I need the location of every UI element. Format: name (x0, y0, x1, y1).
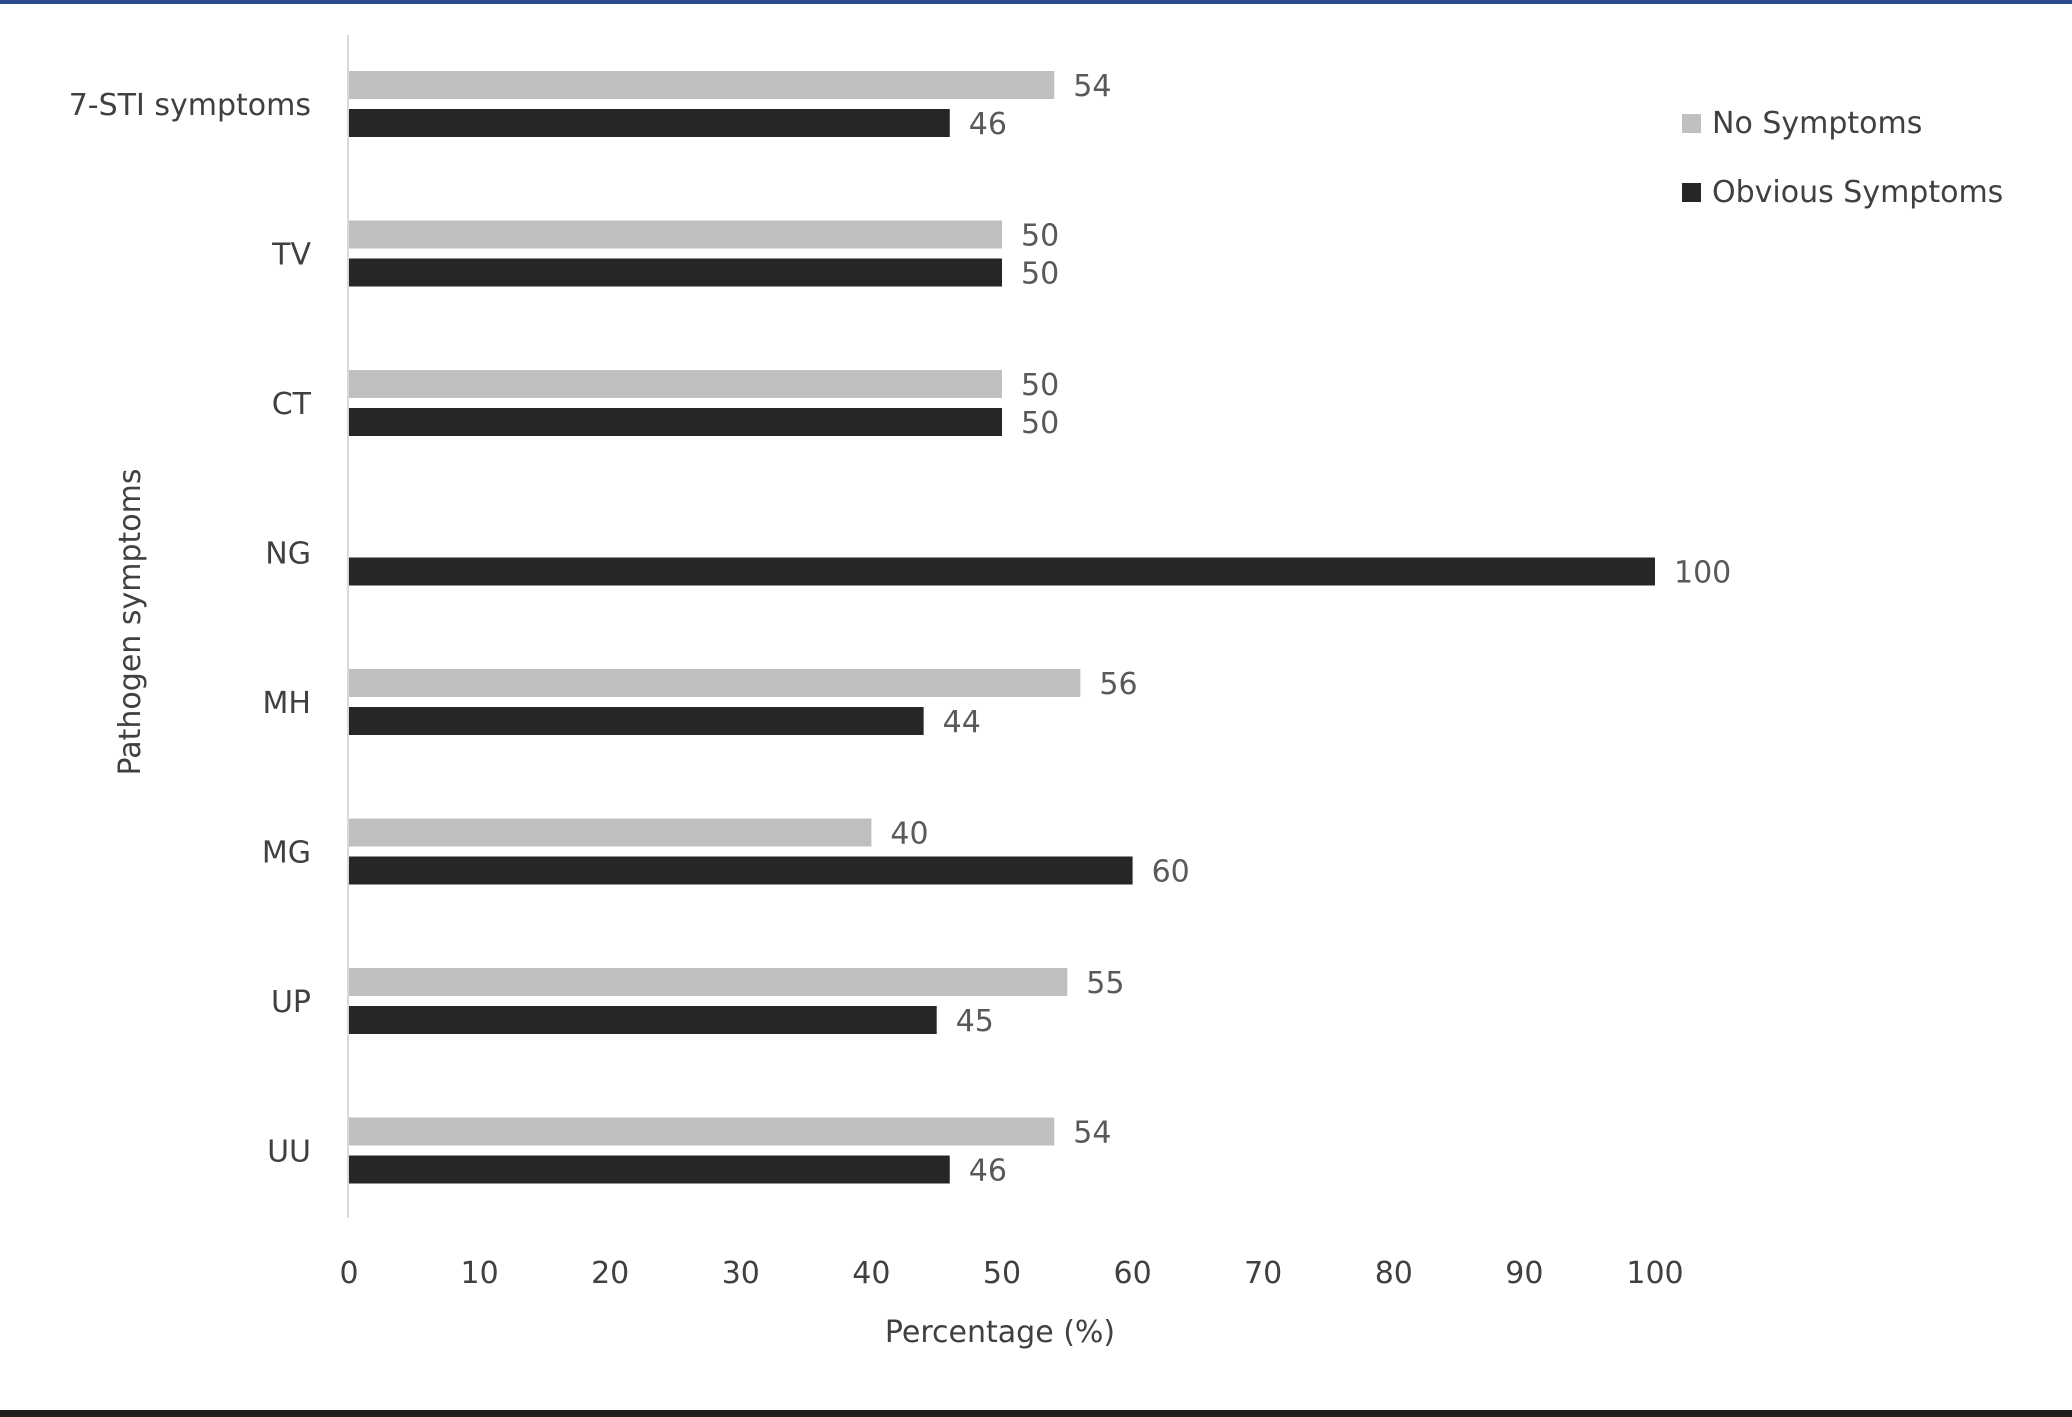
x-tick-label: 10 (461, 1256, 499, 1291)
bar (349, 1006, 937, 1034)
bar (349, 1117, 1055, 1146)
bar-value-label: 46 (969, 107, 1007, 142)
bar (349, 1155, 950, 1184)
legend-label: Obvious Symptoms (1712, 175, 2003, 210)
bar (349, 370, 1002, 398)
y-axis-title: Pathogen symptoms (113, 469, 148, 776)
bar (349, 220, 1002, 249)
bar-value-label: 60 (1152, 855, 1190, 890)
legend-swatch (1682, 183, 1701, 202)
bottom-border (0, 1410, 2072, 1417)
bar-value-label: 100 (1674, 556, 1731, 591)
legend-label: No Symptoms (1712, 106, 1922, 141)
bar (349, 258, 1002, 287)
x-tick-label: 80 (1375, 1256, 1413, 1291)
category-label: UU (267, 1135, 311, 1170)
bar-value-label: 54 (1073, 1116, 1111, 1151)
bar-value-label: 45 (956, 1004, 994, 1039)
bar-value-label: 44 (943, 705, 981, 740)
x-tick-label: 70 (1244, 1256, 1282, 1291)
bar-value-label: 56 (1099, 667, 1137, 702)
bar-value-label: 40 (890, 817, 928, 852)
category-label: TV (271, 238, 311, 273)
category-labels-group: 7-STI symptoms TV CT NG MH MG UP UU (69, 88, 312, 1170)
bar (349, 669, 1081, 697)
bar-value-label: 50 (1021, 257, 1059, 292)
legend-swatch (1682, 114, 1701, 133)
x-tick-label: 20 (591, 1256, 629, 1291)
x-tick-label: 90 (1505, 1256, 1543, 1291)
bar-value-label: 46 (969, 1154, 1007, 1189)
bars-group (349, 71, 1655, 1184)
bar (349, 557, 1655, 586)
bar-value-label: 50 (1021, 368, 1059, 403)
x-tick-label: 0 (339, 1256, 358, 1291)
category-label: NG (265, 537, 311, 572)
bar (349, 968, 1068, 996)
x-tick-label: 30 (722, 1256, 760, 1291)
category-label: MH (263, 686, 311, 721)
x-tick-label: 40 (852, 1256, 890, 1291)
bar (349, 71, 1055, 99)
top-border (0, 0, 2072, 4)
x-tick-labels-group: 0 10 20 30 40 50 60 70 80 90 100 (339, 1256, 1683, 1291)
x-axis-title: Percentage (%) (885, 1315, 1115, 1350)
bar-value-label: 50 (1021, 219, 1059, 254)
bar (349, 109, 950, 137)
bar-value-label: 54 (1073, 69, 1111, 104)
bar (349, 408, 1002, 436)
legend: No Symptoms Obvious Symptoms (1682, 106, 2003, 210)
x-tick-label: 100 (1626, 1256, 1683, 1291)
bar (349, 707, 924, 735)
category-label: 7-STI symptoms (69, 88, 311, 123)
bar (349, 818, 872, 847)
bar (349, 856, 1133, 885)
category-label: MG (262, 836, 311, 871)
bar-value-label: 55 (1086, 966, 1124, 1001)
bar-value-label: 50 (1021, 406, 1059, 441)
category-label: UP (271, 985, 311, 1020)
x-tick-label: 50 (983, 1256, 1021, 1291)
x-tick-label: 60 (1114, 1256, 1152, 1291)
category-label: CT (272, 387, 312, 422)
